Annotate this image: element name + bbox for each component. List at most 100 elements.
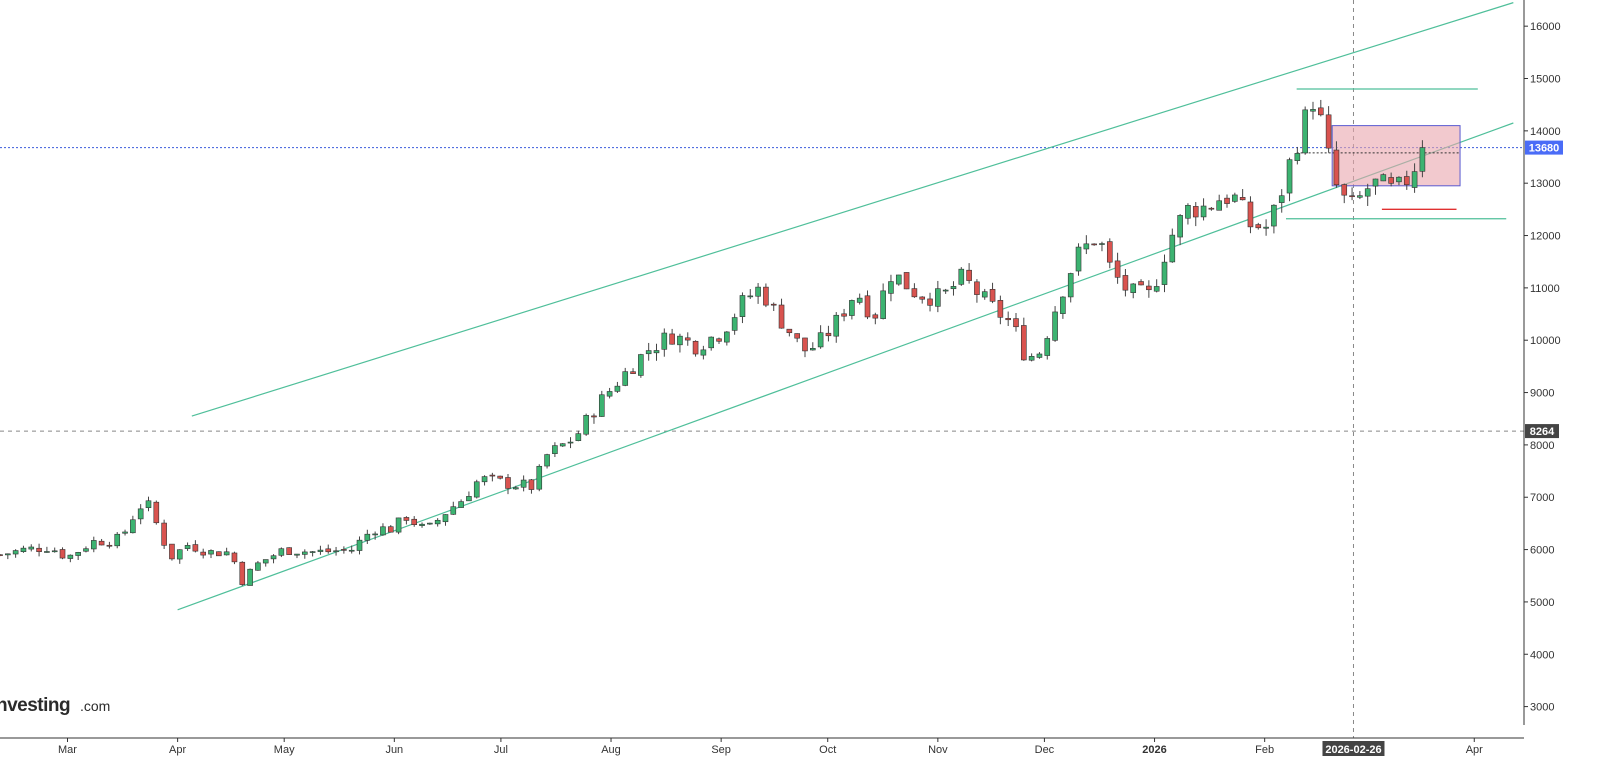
candle-body-77 [598, 394, 605, 417]
candle-body-93 [724, 331, 730, 343]
candle-body-139 [1083, 243, 1090, 250]
y-tick-label-7000: 7000 [1530, 492, 1554, 504]
candle-body-13 [98, 540, 105, 546]
candle-body-156 [1216, 200, 1222, 211]
channel-lower-line [177, 122, 1514, 611]
candle-body-0 [0, 554, 3, 556]
candle-body-42 [325, 548, 332, 553]
candle-body-74 [575, 433, 582, 441]
candle-body-173 [1349, 195, 1355, 198]
x-tick-label-6: Sep [711, 744, 731, 756]
candle-body-15 [114, 533, 121, 547]
candle-body-56 [434, 519, 441, 525]
candle-body-130 [1013, 318, 1019, 328]
candle-body-44 [341, 549, 347, 551]
candle-body-60 [466, 496, 472, 502]
candle-body-141 [1099, 243, 1105, 245]
candle-body-181 [1411, 171, 1418, 188]
candle-body-133 [1036, 353, 1043, 358]
candle-body-30 [231, 552, 238, 563]
candle-body-71 [552, 445, 558, 454]
candle-body-89 [692, 340, 699, 355]
candle-body-62 [481, 476, 488, 483]
candle-body-34 [262, 559, 269, 564]
y-tick-label-6000: 6000 [1530, 545, 1554, 557]
candle-body-2 [12, 550, 19, 555]
candle-body-138 [1075, 246, 1082, 272]
annotations-layer [177, 2, 1514, 611]
x-tick-label-12: Apr [1466, 744, 1483, 756]
crosshair-layer [0, 0, 1524, 738]
x-tick-label-11: Feb [1255, 744, 1274, 756]
candle-body-179 [1396, 176, 1402, 183]
y-tick-label-12000: 12000 [1530, 231, 1561, 243]
candle-body-100 [778, 304, 785, 329]
candle-body-136 [1060, 296, 1066, 314]
candle-body-126 [981, 291, 988, 298]
candles-layer [0, 99, 1426, 586]
candle-body-135 [1052, 311, 1058, 341]
y-tick-label-13000: 13000 [1530, 178, 1561, 190]
candle-body-158 [1232, 194, 1238, 202]
candle-body-63 [489, 474, 496, 477]
candle-body-132 [1028, 356, 1035, 361]
candle-body-14 [106, 544, 113, 547]
candle-body-10 [75, 552, 81, 556]
candle-body-110 [856, 297, 863, 303]
candle-body-79 [614, 385, 621, 392]
candle-body-166 [1294, 153, 1301, 161]
candle-body-49 [380, 526, 386, 536]
candle-body-146 [1138, 281, 1144, 286]
candle-body-167 [1302, 109, 1308, 154]
candle-body-84 [653, 350, 660, 354]
channel-upper-line [191, 2, 1514, 417]
candle-body-82 [638, 354, 644, 376]
candle-body-52 [403, 517, 410, 521]
candle-body-178 [1388, 177, 1394, 184]
y-tick-label-10000: 10000 [1530, 335, 1561, 347]
candle-body-6 [44, 551, 50, 553]
candle-body-111 [864, 295, 871, 318]
candle-body-151 [1177, 215, 1183, 238]
candle-body-32 [247, 568, 253, 586]
axes-layer: 3000 4000 5000 6000 7000 8000 9000 10000 11000 12… [0, 0, 1561, 756]
candle-body-148 [1153, 286, 1160, 292]
candle-body-38 [294, 553, 300, 556]
candle-body-8 [59, 549, 66, 559]
candle-body-66 [513, 487, 519, 490]
candle-body-177 [1380, 174, 1387, 182]
candle-body-159 [1239, 197, 1246, 201]
candle-body-128 [997, 300, 1004, 318]
candle-body-94 [731, 317, 738, 331]
candle-body-163 [1271, 204, 1277, 227]
candle-body-106 [825, 332, 832, 337]
candle-body-78 [606, 391, 613, 397]
crosshair-date-tag: 2026-02-26 [1325, 744, 1381, 756]
candle-body-182 [1419, 147, 1426, 172]
brand-name: nvesting [0, 695, 70, 716]
candle-body-87 [677, 335, 683, 346]
candle-body-180 [1403, 176, 1410, 186]
candle-body-23 [176, 549, 183, 560]
candle-body-1 [5, 553, 11, 556]
candle-body-109 [849, 300, 855, 316]
candle-body-112 [872, 314, 879, 319]
candle-body-118 [919, 296, 926, 300]
candle-body-101 [786, 328, 793, 334]
candle-body-143 [1114, 260, 1121, 278]
candle-body-120 [935, 288, 941, 307]
candle-body-80 [622, 371, 629, 386]
candle-body-125 [974, 281, 980, 295]
candle-body-107 [833, 314, 840, 337]
candle-body-7 [51, 550, 58, 553]
candle-body-129 [1005, 318, 1011, 321]
candle-body-21 [161, 522, 167, 546]
candle-body-144 [1122, 275, 1129, 291]
candle-body-168 [1310, 109, 1316, 112]
candle-body-157 [1224, 197, 1230, 204]
y-tick-label-4000: 4000 [1530, 649, 1554, 661]
y-tick-label-5000: 5000 [1530, 597, 1554, 609]
candle-body-119 [927, 298, 933, 306]
